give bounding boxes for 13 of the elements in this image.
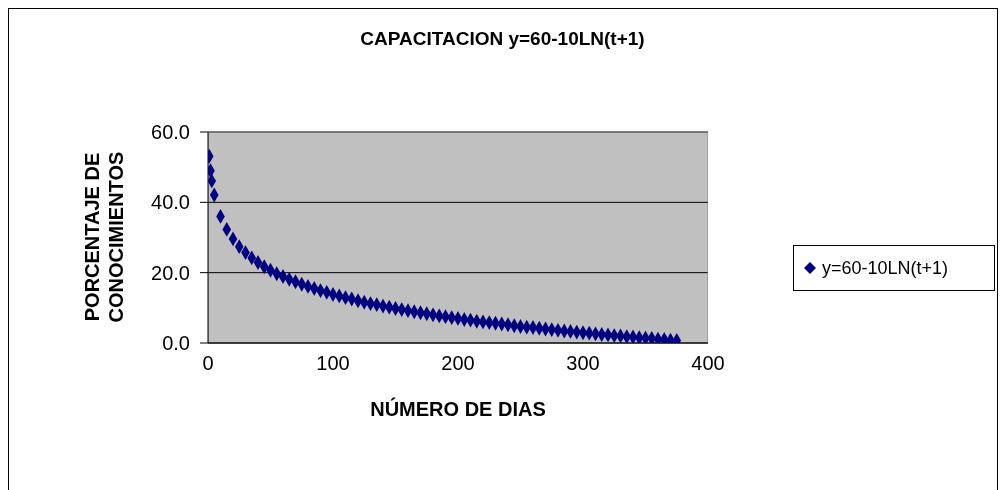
y-tick-label: 40.0 (151, 191, 190, 214)
x-tick-label: 300 (565, 352, 601, 375)
x-tick-label: 200 (440, 352, 476, 375)
y-axis-title: PORCENTAJE DE CONOCIMIENTOS (81, 151, 128, 323)
y-tick-label: 60.0 (151, 121, 190, 144)
x-tick-label: 100 (315, 352, 351, 375)
x-axis-title: NÚMERO DE DIAS (369, 398, 547, 421)
chart-title: CAPACITACION y=60-10LN(t+1) (359, 28, 646, 50)
x-tick-label: 400 (690, 352, 726, 375)
y-tick-label: 20.0 (151, 261, 190, 284)
x-tick-label: 0 (202, 352, 214, 374)
legend-label: y=60-10LN(t+1) (822, 257, 949, 279)
y-tick-label: 0.0 (162, 332, 190, 355)
